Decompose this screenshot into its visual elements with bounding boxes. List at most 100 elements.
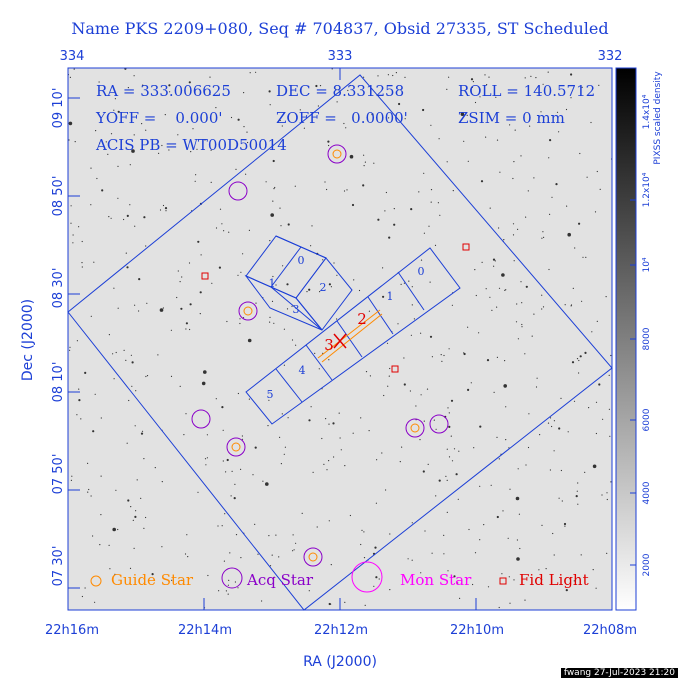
- star-speck: [134, 515, 137, 519]
- star-speck: [78, 388, 80, 390]
- star-speck: [486, 359, 490, 362]
- star-speck: [100, 417, 102, 419]
- star-speck: [140, 497, 142, 499]
- star-speck: [438, 138, 440, 140]
- star-speck: [445, 475, 447, 477]
- star-speck: [223, 560, 225, 562]
- star-speck: [392, 74, 394, 77]
- star-speck: [577, 503, 579, 505]
- star-speck: [578, 372, 580, 374]
- star-speck: [338, 412, 340, 414]
- star-speck: [481, 261, 483, 263]
- star-speck: [81, 266, 83, 268]
- star-speck: [598, 383, 601, 386]
- star-speck: [187, 556, 189, 558]
- star-speck: [383, 394, 385, 397]
- star-speck: [129, 204, 131, 206]
- star-speck: [165, 210, 167, 212]
- star-speck: [430, 189, 433, 191]
- star-speck: [226, 458, 229, 462]
- star-speck: [564, 304, 566, 306]
- star-speck: [229, 552, 231, 554]
- star-speck: [553, 450, 555, 452]
- star-speck: [117, 110, 120, 113]
- star-speck: [448, 412, 450, 414]
- star-speck: [133, 547, 135, 550]
- star-speck: [590, 121, 592, 124]
- star-speck: [247, 141, 249, 144]
- star-speck: [164, 114, 166, 116]
- star-speck: [479, 485, 481, 487]
- star-speck: [447, 570, 449, 572]
- star-speck: [535, 77, 537, 79]
- star-speck: [353, 279, 355, 281]
- star-speck: [471, 86, 473, 88]
- star-speck: [535, 386, 538, 388]
- star-speck: [196, 148, 198, 150]
- star-speck: [181, 276, 183, 278]
- star-speck: [217, 525, 219, 527]
- star-speck: [246, 131, 248, 133]
- guide-stars: [231, 149, 420, 562]
- star-speck: [233, 497, 236, 500]
- star-speck: [239, 322, 241, 325]
- star-speck: [467, 160, 469, 162]
- star-speck: [207, 574, 209, 577]
- star-speck: [575, 495, 578, 498]
- star-speck: [573, 400, 576, 402]
- star-speck: [269, 104, 271, 106]
- star-speck: [608, 408, 611, 410]
- star-speck: [387, 74, 389, 76]
- star-speck: [439, 214, 441, 216]
- star-speck: [493, 265, 495, 267]
- star-speck: [215, 227, 218, 229]
- star-speck: [134, 225, 136, 227]
- star-speck: [606, 552, 608, 555]
- star-speck: [131, 385, 133, 387]
- star-speck: [278, 556, 280, 558]
- star-speck: [395, 72, 397, 74]
- star-speck: [418, 191, 420, 193]
- star-speck: [235, 534, 238, 536]
- star-speck: [570, 305, 572, 307]
- star-speck: [219, 208, 222, 210]
- star-speck: [328, 144, 330, 147]
- star-speck: [467, 388, 470, 391]
- star-speck: [586, 176, 588, 178]
- star-speck: [209, 93, 211, 96]
- star-speck: [409, 390, 411, 392]
- star-speck: [591, 331, 593, 333]
- star-speck: [541, 294, 543, 296]
- star-speck: [543, 236, 545, 238]
- star-speck: [443, 534, 445, 537]
- star-speck: [275, 534, 277, 536]
- star-speck: [435, 495, 437, 497]
- star-speck: [123, 349, 125, 351]
- star-speck: [269, 240, 271, 242]
- star-speck: [450, 435, 452, 437]
- star-speck: [223, 230, 225, 232]
- star-speck: [598, 84, 600, 86]
- star-speck: [273, 188, 275, 190]
- star-speck: [179, 385, 181, 387]
- star-speck: [496, 306, 498, 308]
- star-speck: [443, 354, 445, 357]
- figure-title: Name PKS 2209+080, Seq # 704837, Obsid 2…: [71, 19, 608, 38]
- star-speck: [227, 593, 229, 595]
- star-speck: [558, 131, 560, 133]
- star-speck: [441, 360, 443, 362]
- star-speck: [363, 165, 365, 167]
- acis-s-chip-0-label: 0: [418, 265, 425, 278]
- star-speck: [248, 229, 250, 231]
- star-speck: [243, 92, 245, 94]
- star-speck: [521, 326, 523, 328]
- star-speck: [315, 84, 318, 88]
- star-speck: [254, 523, 256, 526]
- star-speck: [578, 222, 581, 225]
- star-speck: [110, 133, 113, 135]
- star-speck: [301, 512, 303, 515]
- star-speck: [453, 448, 456, 450]
- star-speck: [519, 547, 521, 550]
- star-speck: [318, 368, 320, 370]
- legend-mon-star: Mon Star: [400, 571, 472, 589]
